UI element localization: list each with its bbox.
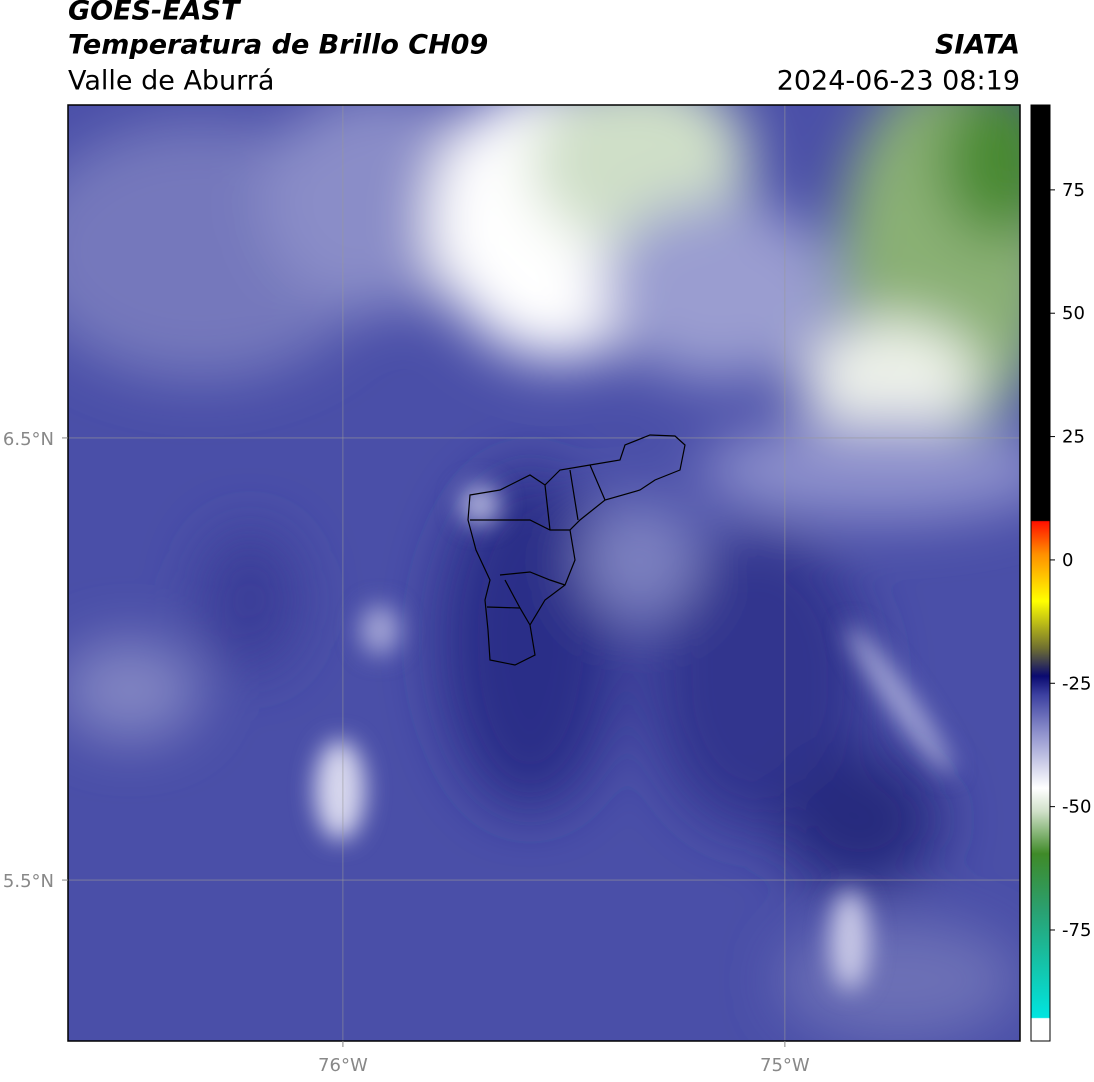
colorbar-tick-label: -75 bbox=[1062, 920, 1091, 941]
subtitle: Temperatura de Brillo CH09 bbox=[68, 30, 488, 61]
colorbar-tick-label: -50 bbox=[1062, 797, 1091, 818]
colorbar-tick-label: 50 bbox=[1062, 303, 1085, 324]
x-tick-label: 76°W bbox=[318, 1055, 368, 1076]
y-tick-label: 6.5°N bbox=[3, 429, 54, 450]
satellite-image bbox=[68, 105, 1020, 1041]
colorbar-tick-label: -25 bbox=[1062, 673, 1091, 694]
datetime: 2024-06-23 08:19 bbox=[777, 66, 1020, 97]
x-tick-label: 75°W bbox=[760, 1055, 810, 1076]
map-frame bbox=[67, 104, 1021, 1042]
colorbar bbox=[1030, 104, 1051, 1042]
municipal-boundaries bbox=[467, 434, 686, 666]
y-tick-label: 5.5°N bbox=[3, 871, 54, 892]
source: SIATA bbox=[935, 30, 1020, 61]
title: GOES-EAST bbox=[68, 0, 242, 27]
map-grid bbox=[68, 105, 1020, 1041]
region: Valle de Aburrá bbox=[68, 66, 274, 97]
colorbar-tick-label: 25 bbox=[1062, 427, 1085, 448]
colorbar-tick-label: 0 bbox=[1062, 550, 1073, 571]
colorbar-tick-label: 75 bbox=[1062, 180, 1085, 201]
